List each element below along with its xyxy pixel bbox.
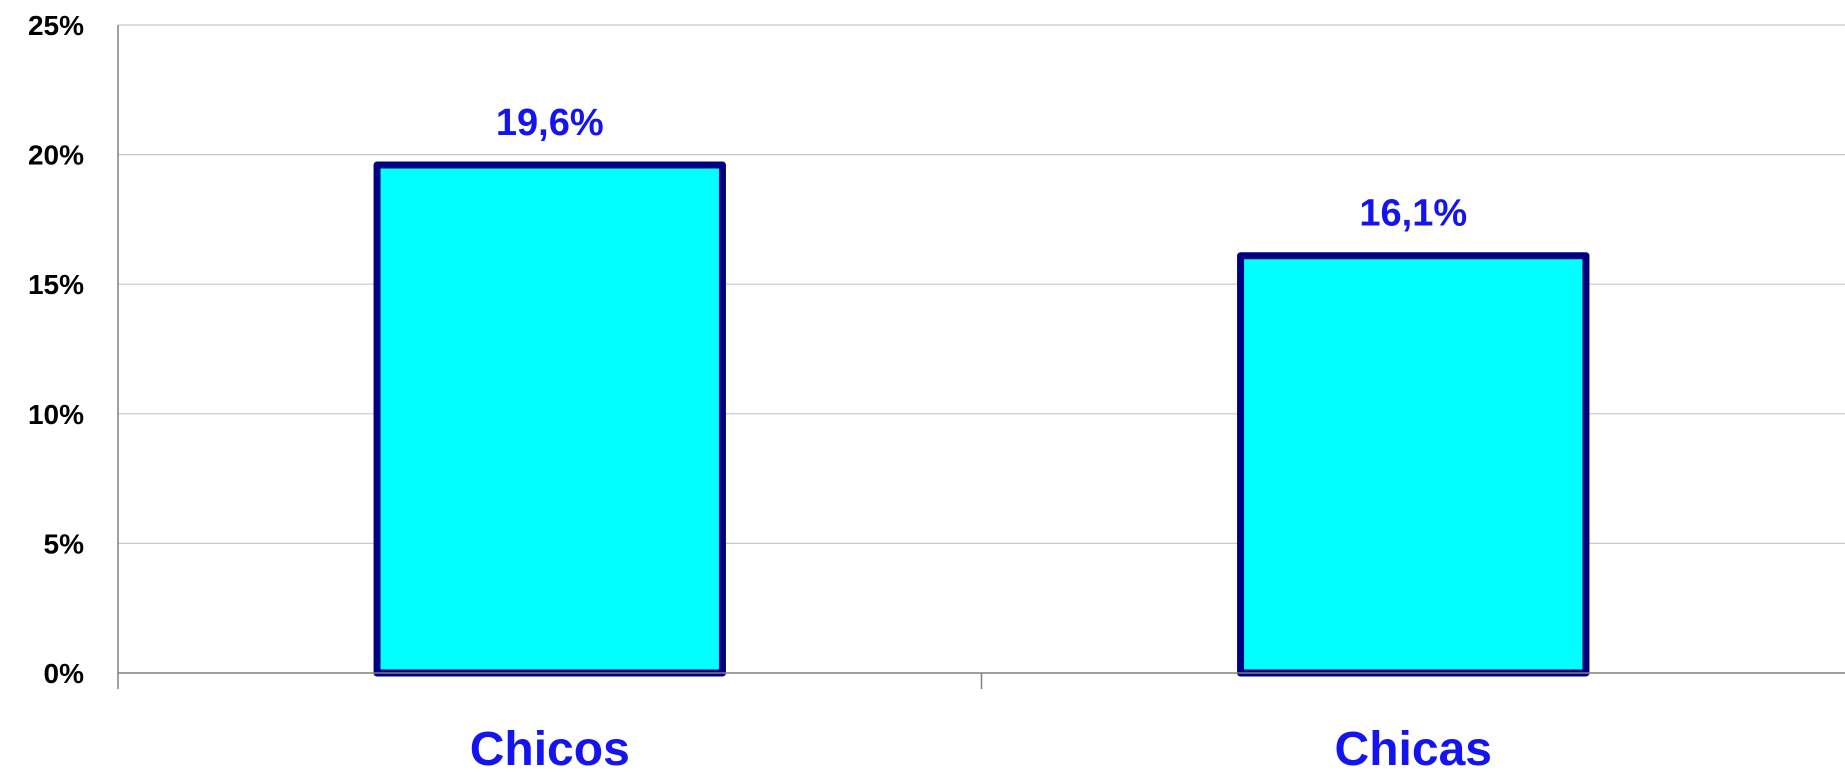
- bar-chicos: [373, 161, 726, 677]
- bars: [373, 161, 1590, 677]
- data-label: 19,6%: [496, 102, 604, 144]
- category-label: Chicos: [470, 723, 630, 772]
- data-label: 16,1%: [1359, 193, 1467, 235]
- bar-chicas: [1237, 252, 1590, 677]
- y-tick-label: 0%: [44, 658, 85, 689]
- y-axis-ticks: 0% 5% 10% 15% 20% 25%: [28, 10, 84, 689]
- y-tick-label: 15%: [28, 269, 84, 300]
- category-labels: Chicos Chicas: [470, 723, 1492, 772]
- data-labels: 19,6% 16,1%: [496, 102, 1467, 235]
- category-label: Chicas: [1335, 723, 1492, 772]
- y-tick-label: 20%: [28, 140, 84, 171]
- y-tick-label: 25%: [28, 10, 84, 41]
- axes: [117, 25, 1845, 689]
- y-tick-label: 10%: [28, 399, 84, 430]
- y-tick-label: 5%: [44, 528, 85, 559]
